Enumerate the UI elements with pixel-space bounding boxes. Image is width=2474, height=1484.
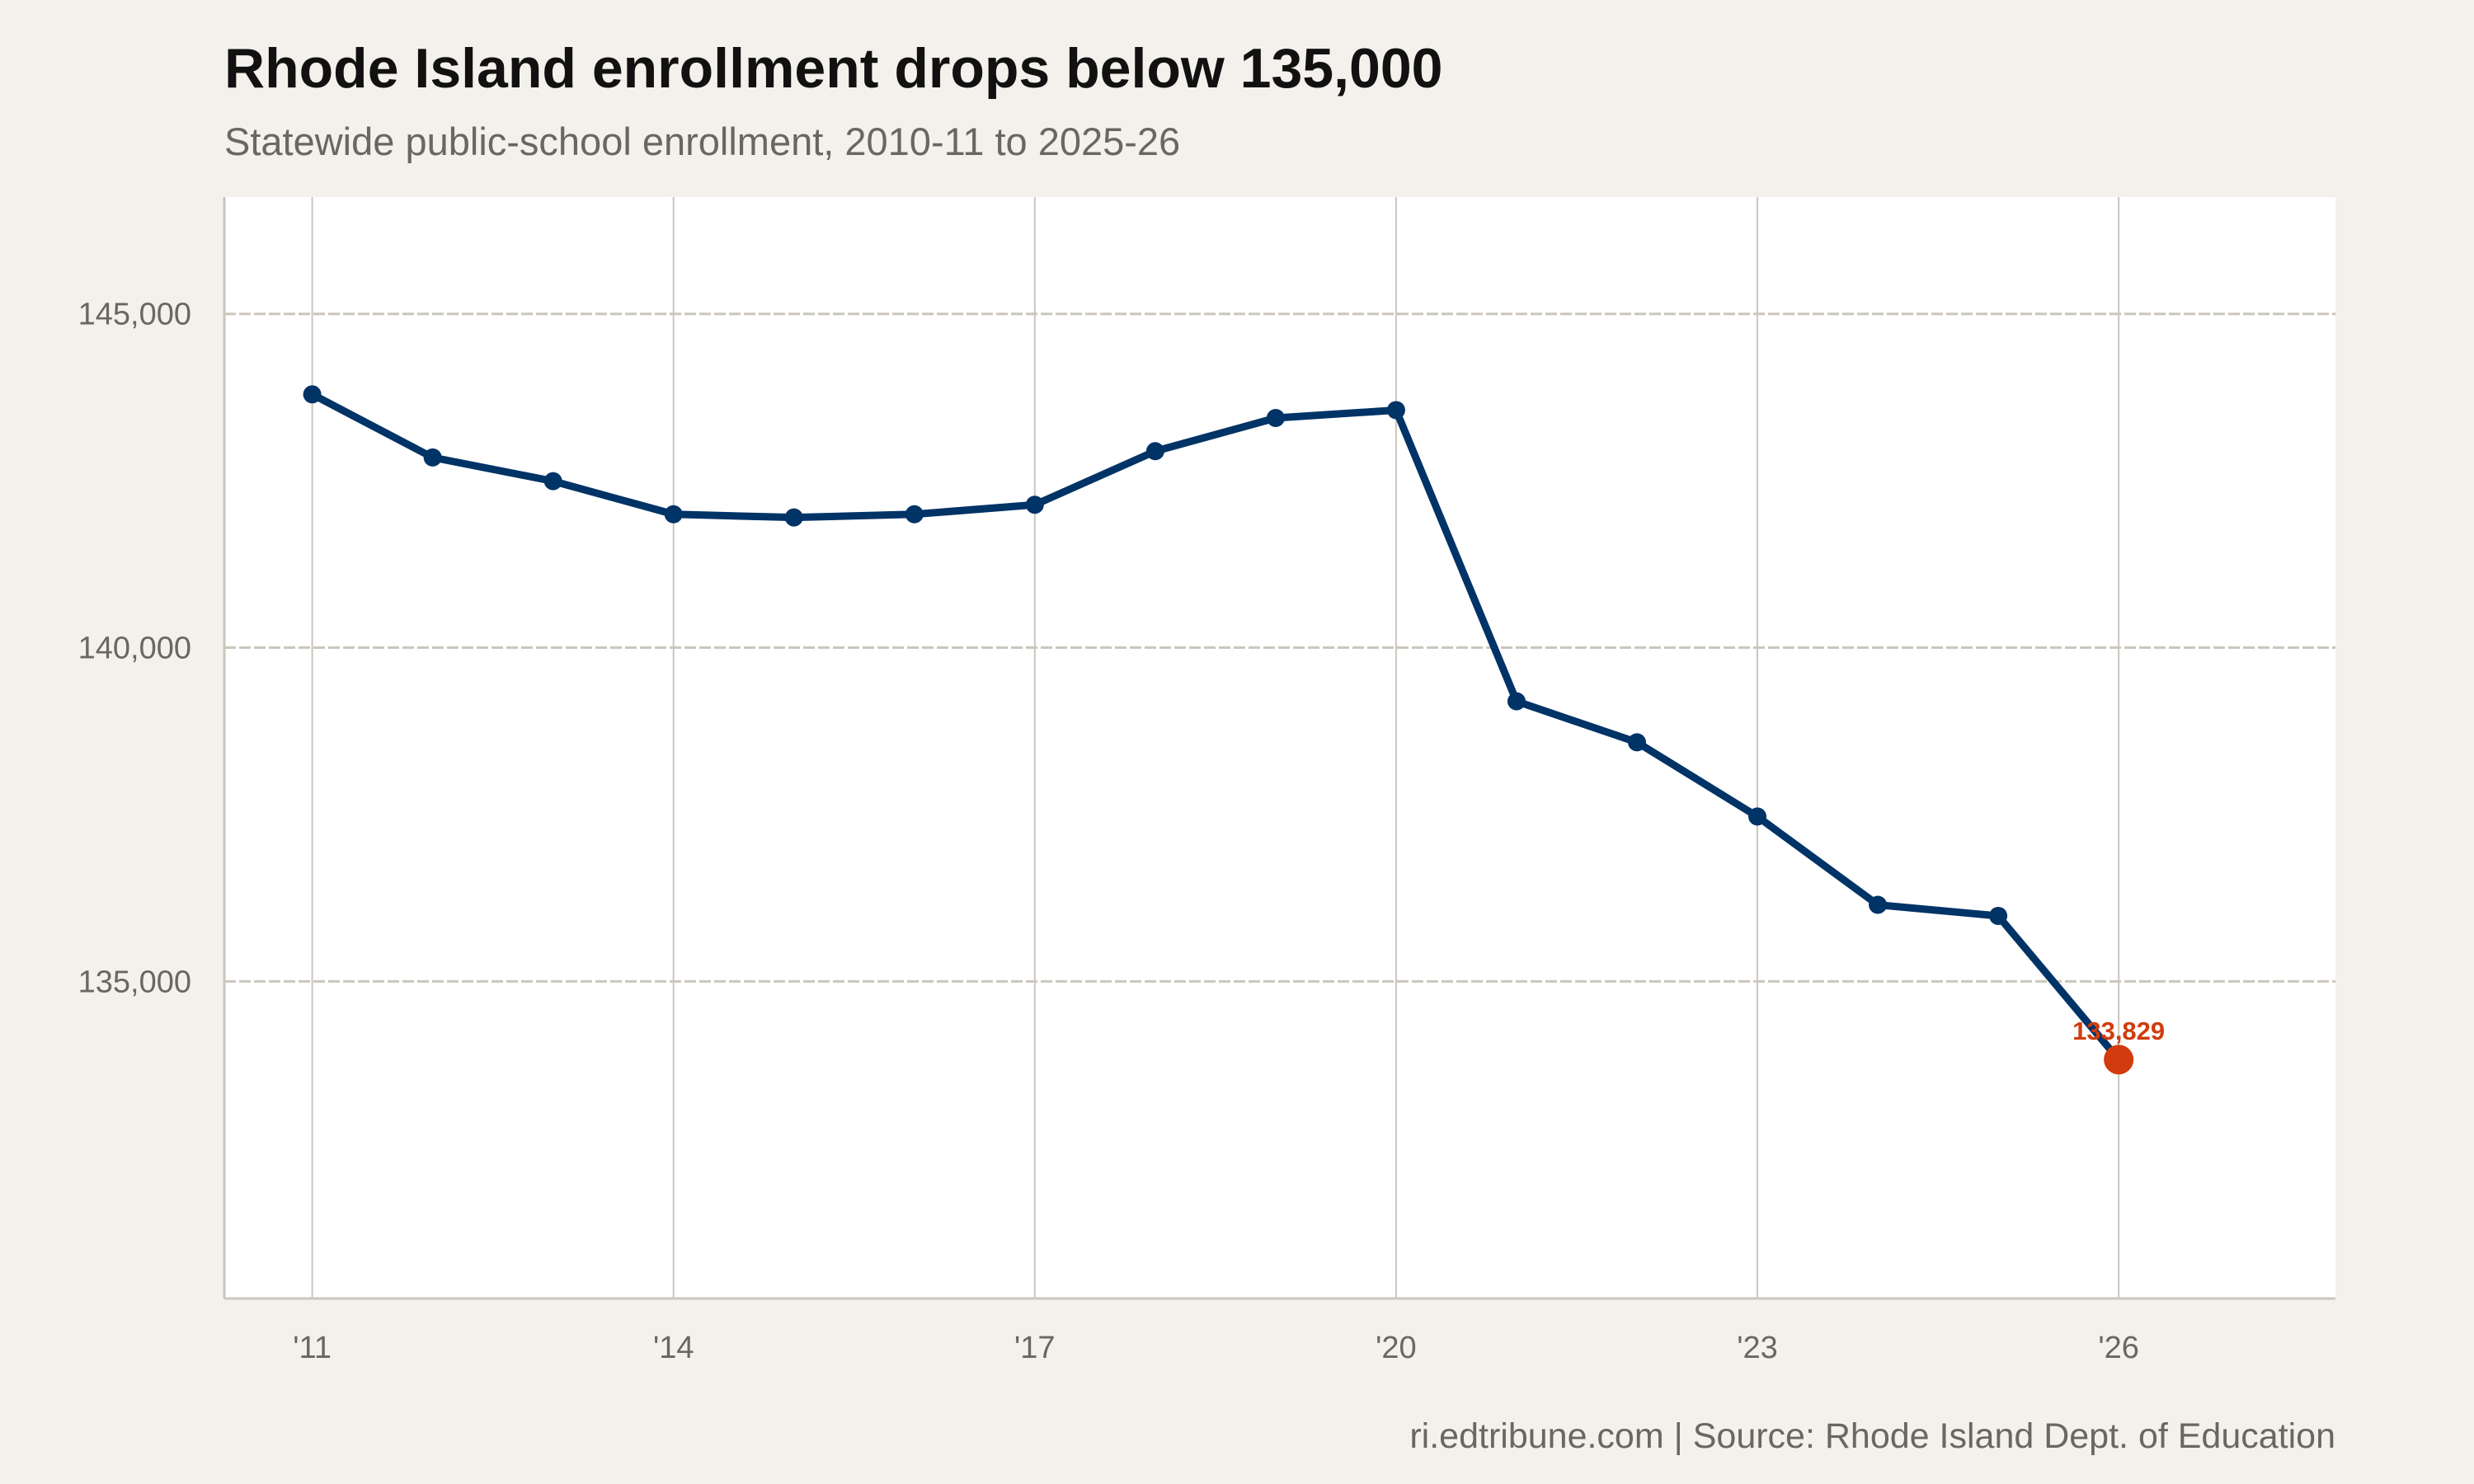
data-point bbox=[1507, 692, 1526, 711]
data-point bbox=[1266, 409, 1285, 428]
highlight-point bbox=[2104, 1045, 2134, 1075]
y-tick-label: 135,000 bbox=[78, 965, 191, 999]
chart-subtitle: Statewide public-school enrollment, 2010… bbox=[224, 120, 1181, 163]
x-tick-label: '14 bbox=[653, 1331, 694, 1365]
data-point bbox=[664, 505, 683, 524]
x-tick-label: '26 bbox=[2098, 1331, 2139, 1365]
x-tick-label: '17 bbox=[1014, 1331, 1056, 1365]
chart-title: Rhode Island enrollment drops below 135,… bbox=[224, 37, 1443, 100]
x-tick-label: '11 bbox=[293, 1331, 332, 1365]
data-point bbox=[784, 508, 803, 527]
y-tick-label: 145,000 bbox=[78, 298, 191, 332]
data-point bbox=[1386, 401, 1405, 420]
x-tick-label: '23 bbox=[1737, 1331, 1778, 1365]
data-point bbox=[1025, 495, 1044, 514]
y-tick-label: 140,000 bbox=[78, 632, 191, 666]
plot-area bbox=[224, 197, 2335, 1298]
source-caption: ri.edtribune.com | Source: Rhode Island … bbox=[1409, 1416, 2335, 1456]
data-point bbox=[303, 385, 322, 404]
data-point bbox=[1869, 895, 1888, 914]
x-tick-label: '20 bbox=[1376, 1331, 1417, 1365]
data-point bbox=[543, 472, 562, 491]
data-point bbox=[1145, 442, 1164, 461]
series-line bbox=[310, 391, 2122, 1063]
data-point bbox=[1989, 906, 2008, 925]
data-point bbox=[905, 505, 924, 524]
highlight-label: 133,829 bbox=[2072, 1017, 2165, 1045]
data-point bbox=[1627, 733, 1646, 752]
data-point bbox=[1748, 807, 1767, 826]
data-point bbox=[423, 448, 442, 467]
